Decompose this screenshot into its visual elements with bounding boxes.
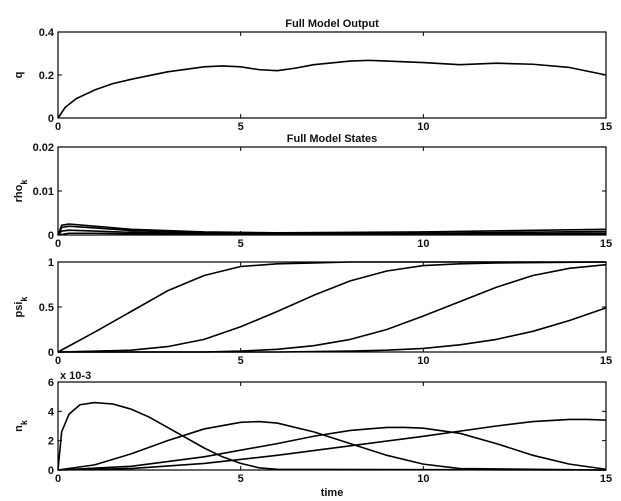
series-line-3 (58, 263, 607, 353)
y-axis-label: nk (13, 419, 29, 432)
y-tick-label: 0.2 (39, 70, 54, 82)
x-tick-label: 0 (55, 238, 61, 250)
y-tick-label: 6 (48, 377, 54, 389)
series-line-3 (57, 426, 607, 471)
x-tick-label: 10 (417, 238, 429, 250)
x-tick-label: 0 (55, 473, 61, 485)
y-tick-label: 1 (48, 257, 54, 269)
y-axis-label: q (13, 72, 25, 79)
series-line-4 (57, 418, 607, 471)
plot-frame (57, 146, 607, 236)
x-tick-label: 15 (600, 473, 612, 485)
y-tick-label: 4 (48, 406, 55, 418)
x-tick-label: 10 (417, 473, 429, 485)
x-tick-label: 5 (238, 121, 244, 133)
panel-title: Full Model Output (285, 18, 379, 30)
x-tick-label: 5 (238, 355, 244, 367)
y-tick-label: 0 (48, 230, 54, 242)
series-line-1 (57, 261, 606, 353)
x-tick-label: 15 (600, 355, 612, 367)
series-line-1 (57, 59, 607, 119)
panel-title: Full Model States (287, 133, 377, 145)
series-line-1 (57, 401, 607, 471)
panel-states-psi: 0 5 10 15 0 0.5 1 psik (13, 257, 612, 367)
y-tick-label: 2 (48, 436, 54, 448)
plot-frame (57, 31, 607, 119)
x-tick-label: 0 (55, 121, 61, 133)
panel-output-q: 0 5 10 15 0 0.2 0.4 q Full Model Output (13, 18, 612, 133)
series-line-1 (57, 223, 607, 236)
x-tick-label: 10 (417, 121, 429, 133)
series-line-4 (58, 307, 607, 353)
plot-frame (57, 381, 607, 471)
y-tick-label: 0.02 (33, 142, 54, 154)
x-tick-label: 0 (55, 355, 61, 367)
x-tick-label: 5 (238, 473, 244, 485)
x-tick-label: 15 (600, 238, 612, 250)
y-axis-label: psik (13, 296, 29, 318)
y-axis-label: rhok (13, 179, 29, 203)
y-tick-label: 0 (48, 347, 54, 359)
x-tick-label: 5 (238, 238, 244, 250)
y-tick-label: 0.4 (39, 27, 55, 39)
x-tick-label: 10 (417, 355, 429, 367)
series-line-4 (57, 232, 607, 236)
panel-states-rho: 0 5 10 15 0 0.01 0.02 rhok Full Model States (13, 133, 612, 250)
series-line-2 (57, 261, 607, 353)
y-tick-label: 0 (48, 113, 54, 125)
y-multiplier-label: x 10-3 (60, 370, 91, 382)
y-tick-label: 0.01 (33, 186, 54, 198)
y-tick-label: 0 (48, 465, 54, 477)
x-axis-label: time (321, 487, 344, 499)
y-tick-label: 0.5 (39, 302, 54, 314)
x-tick-label: 15 (600, 121, 612, 133)
series-line-2 (57, 420, 607, 471)
panel-states-n: 0 5 10 15 0 2 4 6 nk x 10-3 time (13, 370, 612, 499)
